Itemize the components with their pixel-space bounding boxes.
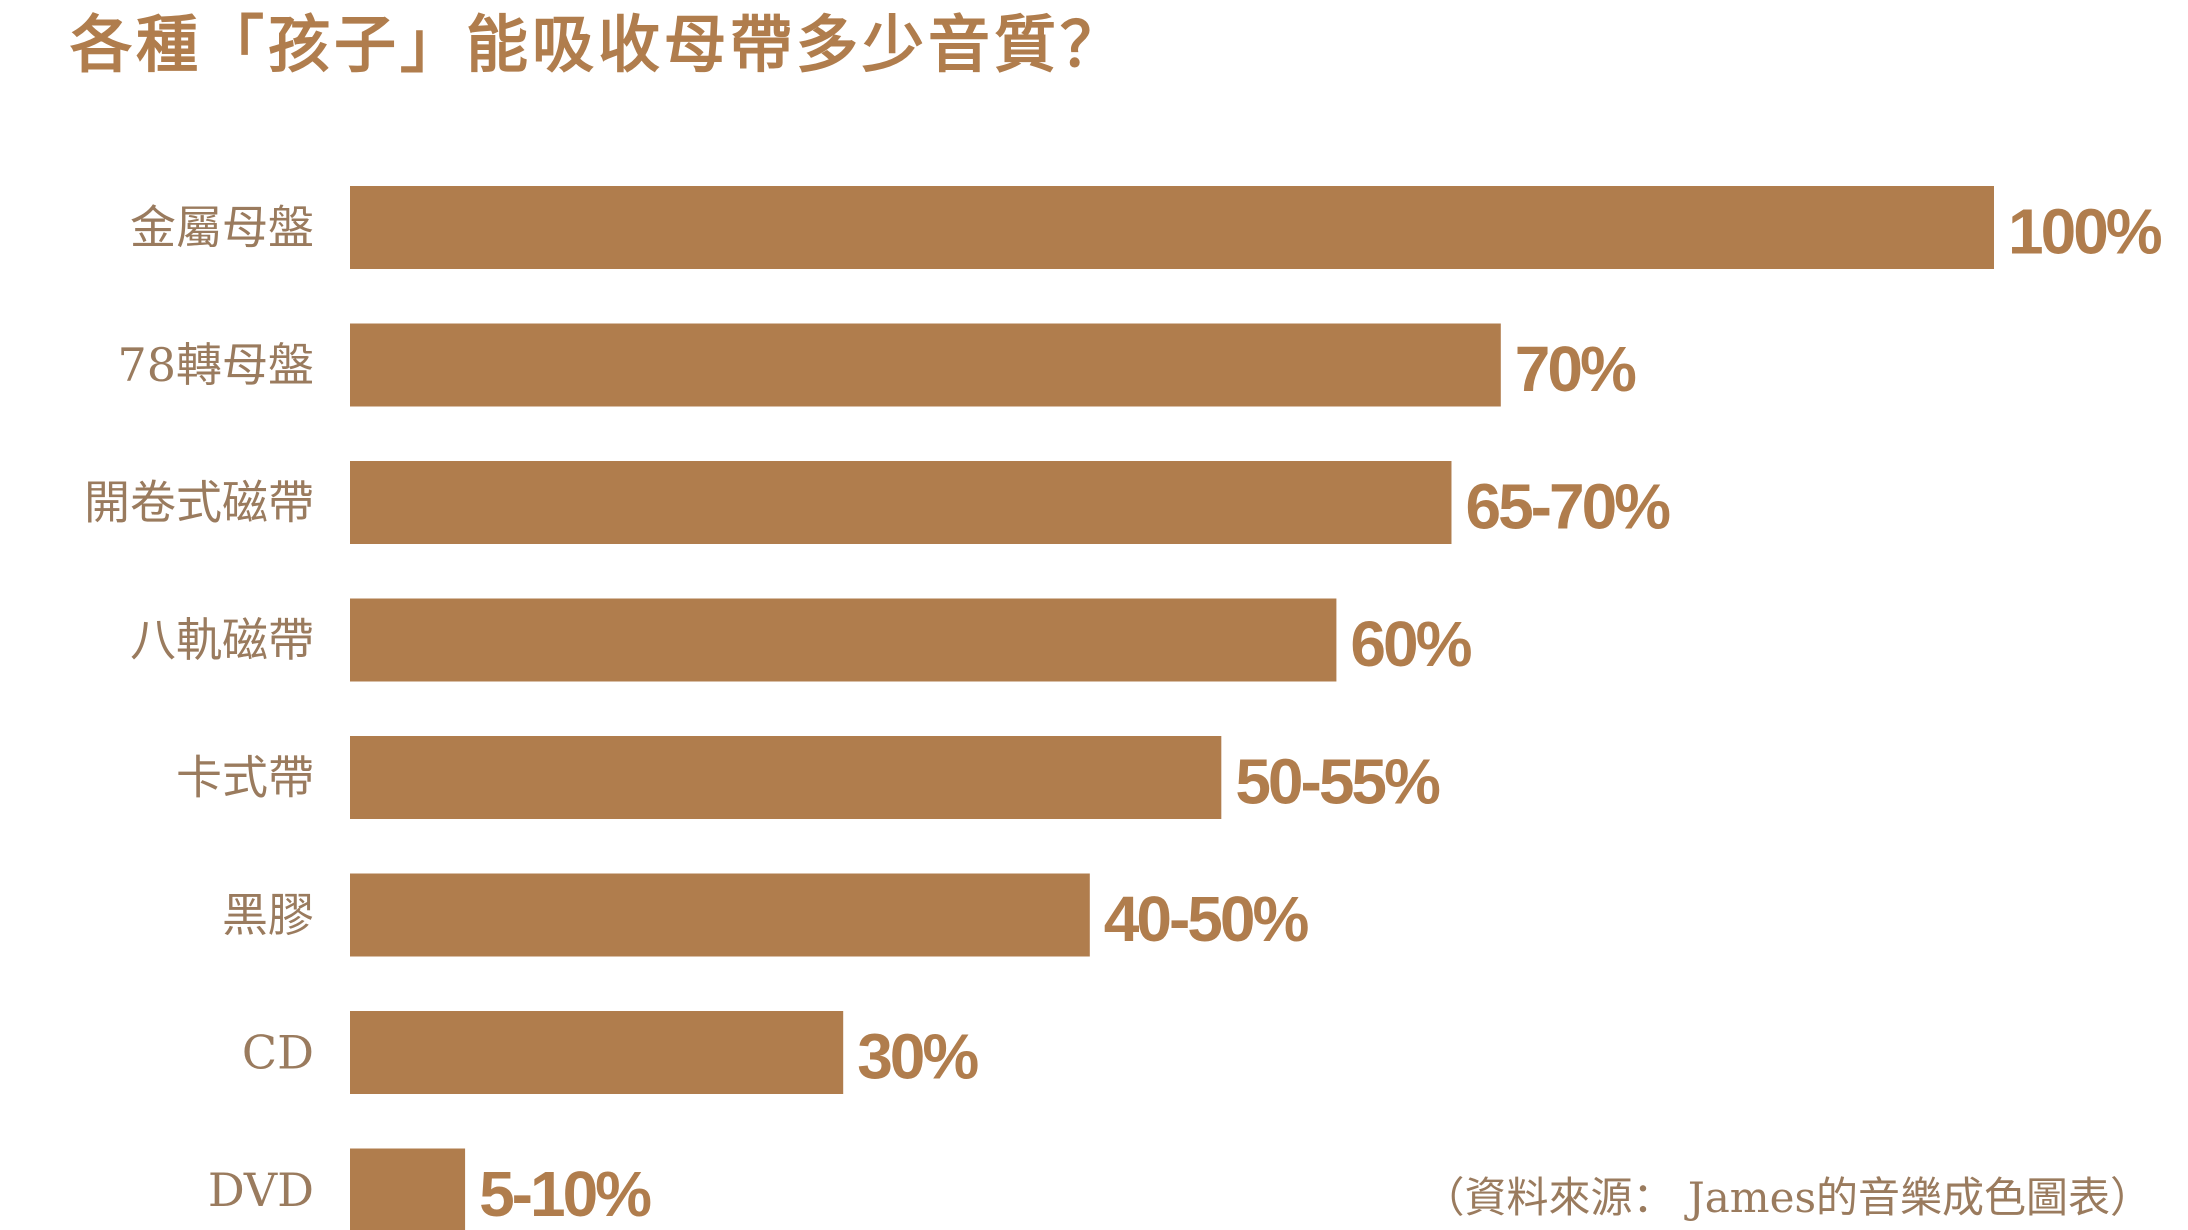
bar xyxy=(350,736,1222,819)
bar xyxy=(350,1011,844,1094)
bar xyxy=(350,873,1090,957)
category-label: 開卷式磁帶 xyxy=(84,476,314,530)
value-label: 40-50% xyxy=(1104,883,1309,955)
value-label: 30% xyxy=(857,1021,978,1093)
value-label: 70% xyxy=(1515,333,1636,405)
category-label: 八軌磁帶 xyxy=(130,613,314,667)
bar xyxy=(350,1148,466,1230)
value-label: 60% xyxy=(1350,608,1471,680)
chart-title: 各種「孩子」能吸收母帶多少音質？ xyxy=(70,8,1127,81)
value-label: 65-70% xyxy=(1465,471,1670,543)
source-note: （資料來源： James的音樂成色圖表） xyxy=(1422,1173,2152,1222)
bar xyxy=(350,323,1501,407)
bar xyxy=(350,461,1452,544)
category-label: CD xyxy=(242,1026,314,1080)
category-label: 金屬母盤 xyxy=(130,201,314,255)
value-label: 100% xyxy=(2008,196,2162,268)
bar xyxy=(350,598,1337,682)
bar xyxy=(350,186,1994,269)
category-label: DVD xyxy=(208,1163,314,1217)
value-label: 50-55% xyxy=(1235,746,1440,818)
category-label: 卡式帶 xyxy=(176,751,314,805)
category-label: 黑膠 xyxy=(222,888,314,942)
category-label: 78轉母盤 xyxy=(117,338,314,392)
value-label: 5-10% xyxy=(479,1158,651,1230)
